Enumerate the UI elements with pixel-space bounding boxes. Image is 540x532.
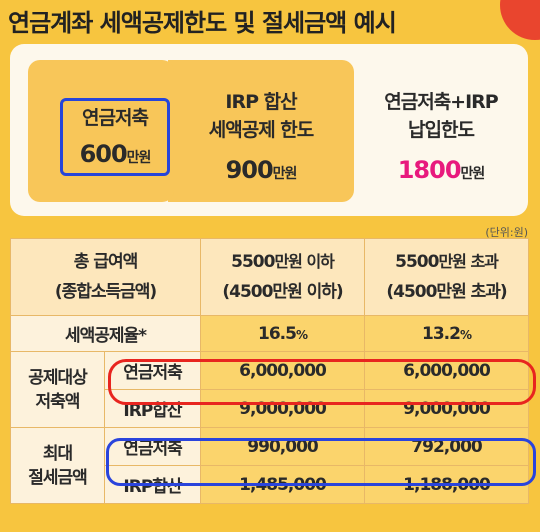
row-item-label: 연금저축 [103,351,202,390]
rate-high-percent: % [459,327,472,342]
row-item-label: IRP합산 [103,465,202,504]
header-income-sublabel: (종합소득금액) [54,282,157,302]
row-value-low: 1,485,000 [200,465,366,504]
header-high-income-label: 5500만원 초과 [365,247,528,277]
row-value-low: 6,000,000 [200,351,366,390]
row-value-high: 6,000,000 [364,351,530,390]
table-row: 공제대상 저축액 연금저축 6,000,000 6,000,000 [10,351,530,428]
pension-savings-limit-label: 연금저축 [82,107,149,129]
irp-limit-amount-line: 900만원 [168,156,354,184]
row-item-label: IRP합산 [103,389,202,428]
row-value-high: 792,000 [364,427,530,466]
row-value-high: 1,188,000 [364,465,530,504]
rate-label: 세액공제율* [9,315,202,352]
pension-savings-highlight-box [60,98,170,176]
header-high-income-num: 5500 [395,252,439,272]
row-value-low: 990,000 [200,427,366,466]
row-value-low: 9,000,000 [200,389,366,428]
deduction-table: 총 급여액 (종합소득금액) 5500만원 이하 (4500만원 이하) 550… [9,238,530,504]
irp-limit-card: IRP 합산 세액공제 한도 900만원 [168,60,354,202]
total-limit-amount-line: 1800만원 [354,156,528,184]
page-title: 연금계좌 세액공제한도 및 절세금액 예시 [8,9,397,37]
row-item-label: 연금저축 [103,427,202,466]
rate-low-cell: 16.5% [200,315,366,352]
pension-savings-limit-amount-line: 600만원 [56,140,174,168]
total-limit-unit: 만원 [460,166,486,182]
group-label-max-savings: 최대 절세금액 [10,427,105,504]
rate-high-value: 13.2 [422,323,461,344]
group-label-deductible-1: 공제대상 [28,367,88,388]
total-limit-amount: 1800 [397,156,462,184]
header-income-cell: 총 급여액 (종합소득금액) [9,238,202,316]
table-row: 최대 절세금액 연금저축 990,000 792,000 [10,427,530,504]
group-label-deductible: 공제대상 저축액 [10,351,105,428]
header-low-income-unit: 만원 이하 [274,252,334,271]
irp-limit-label-1: IRP 합산 [225,91,297,113]
total-contribution-limit-card: 연금저축+IRP 납입한도 1800만원 [354,60,528,202]
header-income-label: 총 급여액 [73,252,138,272]
row-value-high: 9,000,000 [364,389,530,428]
irp-limit-label-2: 세액공제 한도 [208,119,315,141]
header-low-income-sublabel: (4500만원 이하) [222,282,343,302]
irp-limit-amount: 900 [225,156,274,184]
total-limit-label-1: 연금저축+IRP [384,91,498,113]
total-limit-label-2: 납입한도 [408,119,475,141]
header-low-income-num: 5500 [231,252,275,272]
header-low-income-cell: 5500만원 이하 (4500만원 이하) [200,238,366,316]
group-label-max-savings-1: 최대 [42,443,73,464]
group-label-deductible-2: 저축액 [35,391,81,412]
group-label-max-savings-2: 절세금액 [28,467,88,488]
rate-low-percent: % [295,327,308,342]
pension-savings-limit-unit: 만원 [126,150,152,166]
header-high-income-sublabel: (4500만원 초과) [386,282,507,302]
table-header-row: 총 급여액 (종합소득금액) 5500만원 이하 (4500만원 이하) 550… [9,238,530,316]
rate-high-cell: 13.2% [364,315,530,352]
header-high-income-unit: 만원 초과 [438,252,498,271]
irp-limit-unit: 만원 [272,166,298,182]
table-row-rate: 세액공제율* 16.5% 13.2% [9,315,530,352]
pension-savings-limit-amount: 600 [79,140,128,168]
limits-panel: IRP 합산 세액공제 한도 900만원 연금저축 600만원 연금저축+IRP… [10,44,528,216]
header-high-income-cell: 5500만원 초과 (4500만원 초과) [364,238,530,316]
pension-savings-limit-card: 연금저축 600만원 [28,60,174,202]
rate-low-value: 16.5 [258,323,297,344]
unit-note: (단위:원) [485,226,528,239]
header-low-income-label: 5500만원 이하 [201,247,364,277]
